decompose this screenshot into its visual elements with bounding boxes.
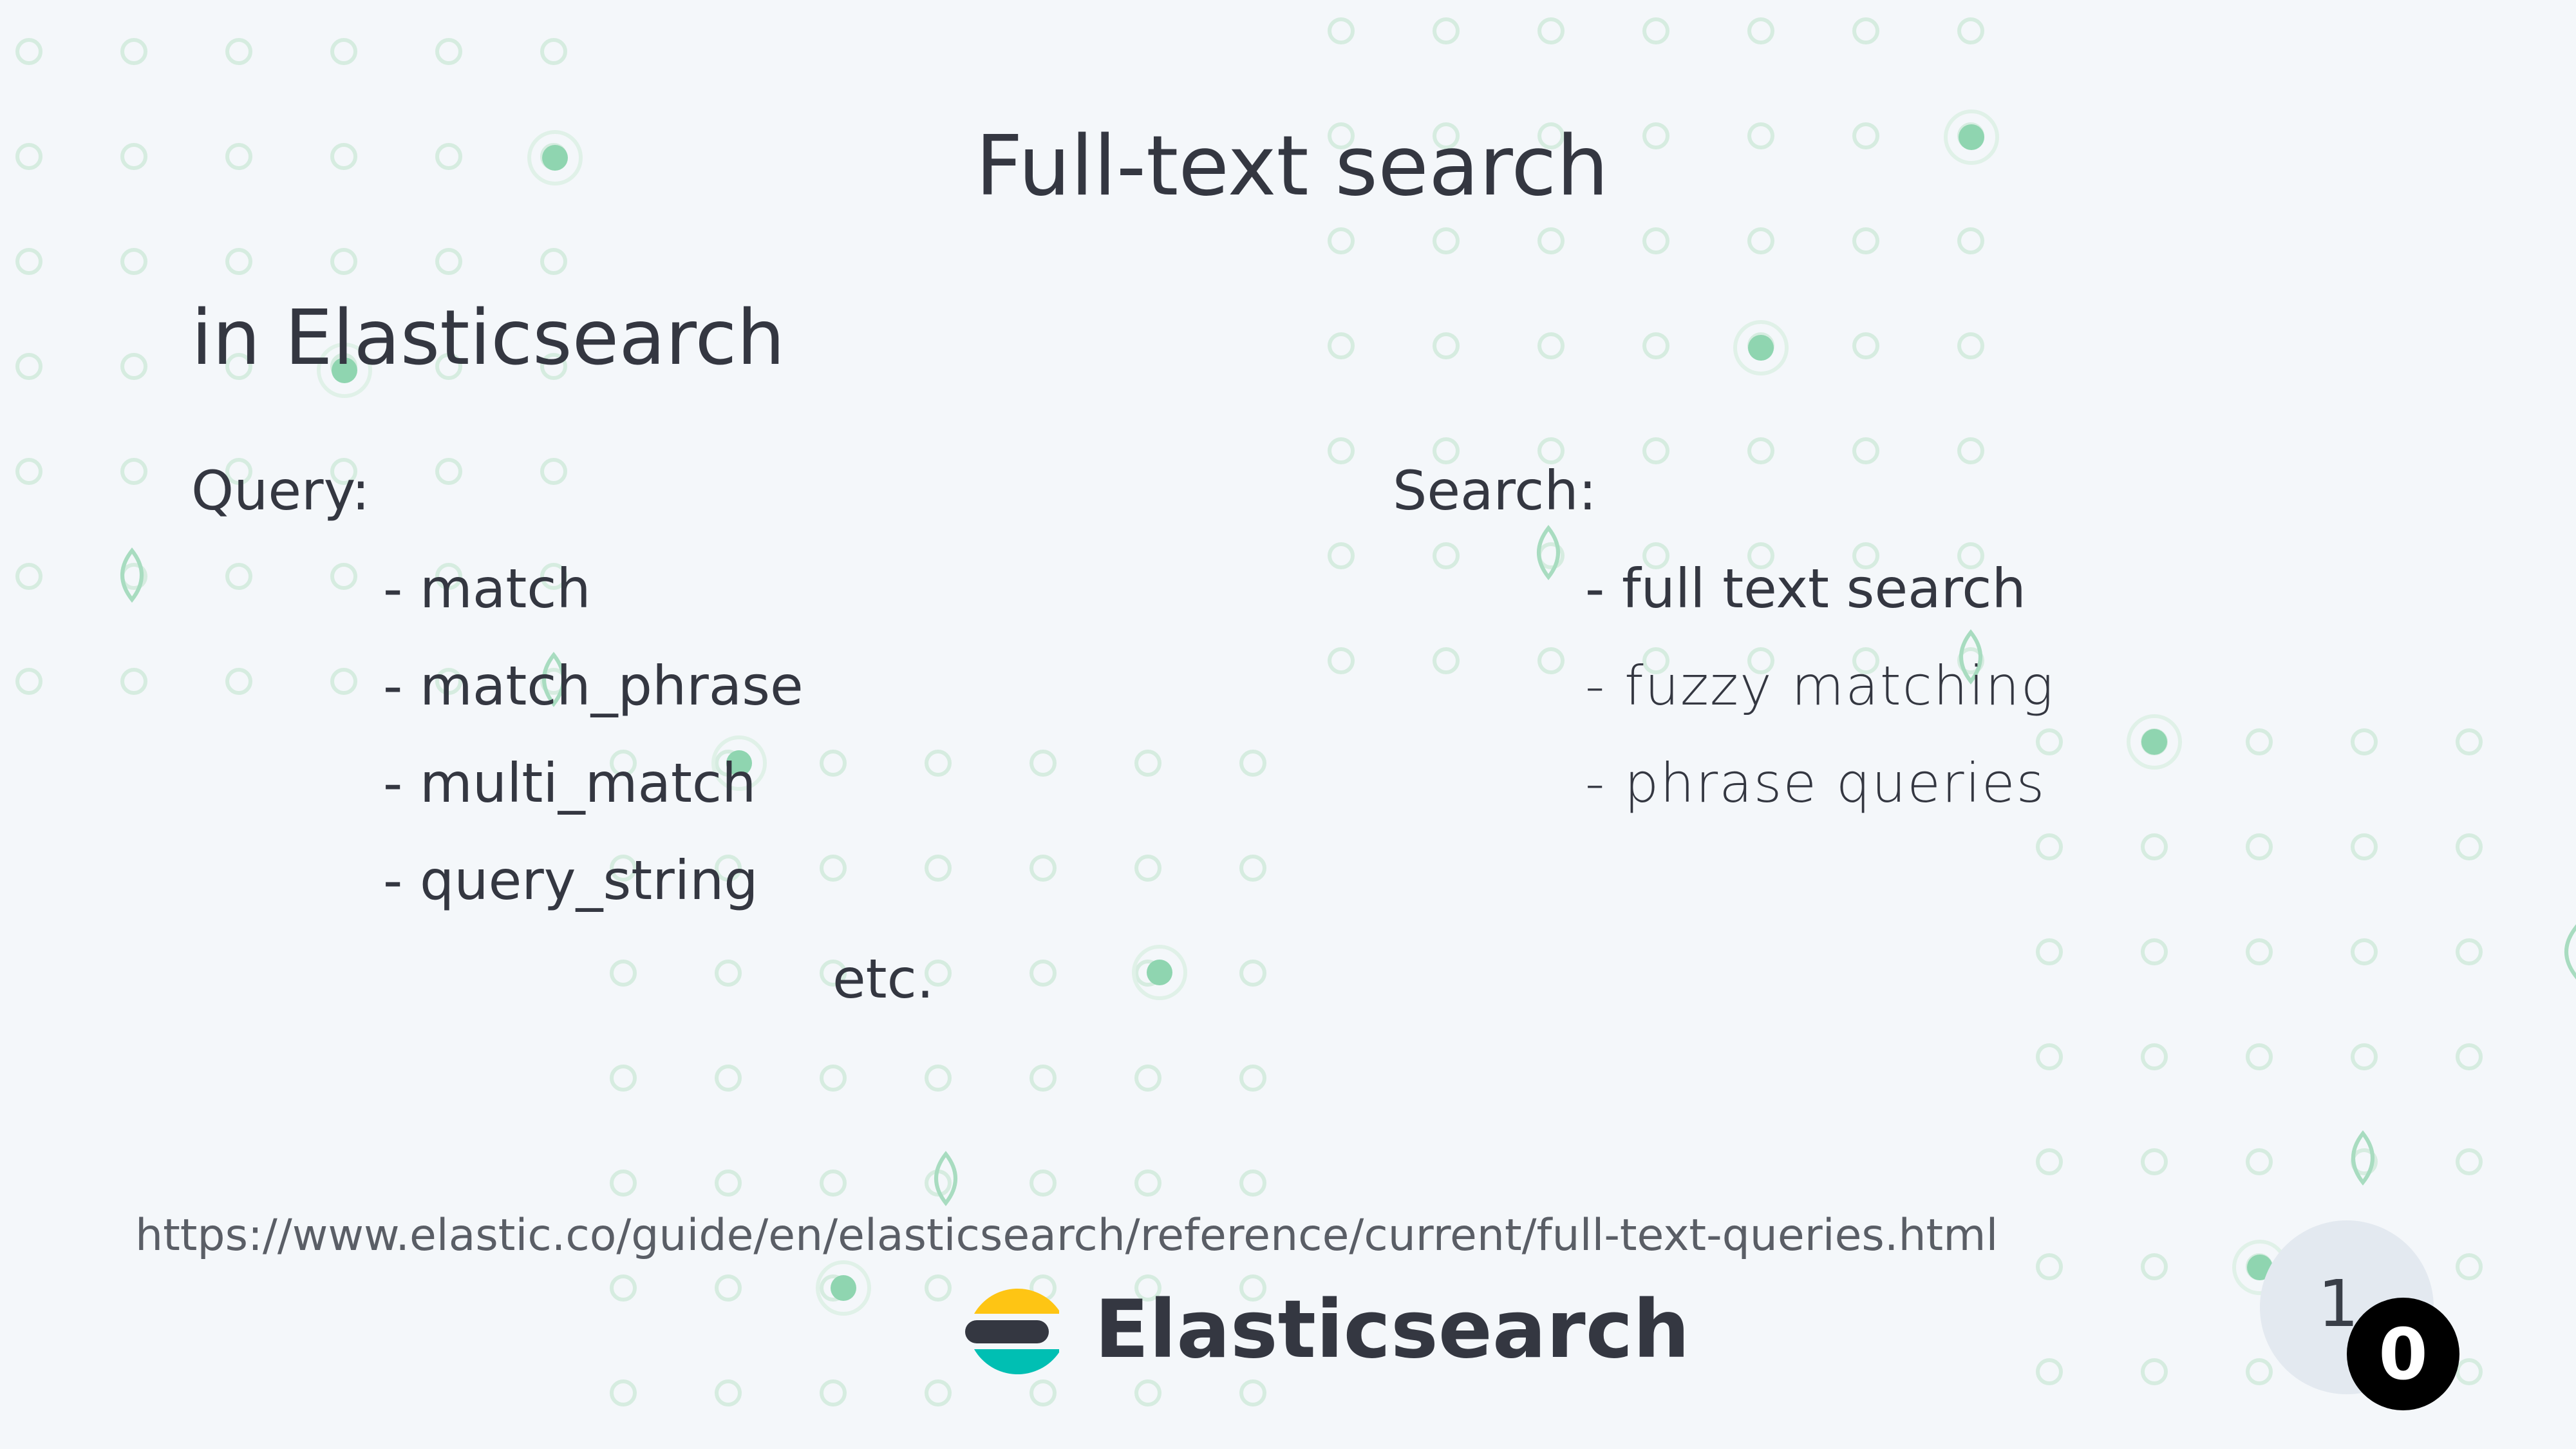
page-number-digit-1: 1 <box>2318 1266 2359 1341</box>
search-heading: Search: <box>1393 459 1597 522</box>
search-item-full-text: - full text search <box>1585 557 2026 620</box>
search-item-phrase-queries: - phrase queries <box>1585 752 2046 815</box>
page-number-digit-2-text: 0 <box>2378 1312 2428 1396</box>
slide-subtitle: in Elasticsearch <box>191 293 785 382</box>
query-item-multi-match: - multi_match <box>383 752 757 815</box>
query-more-label: etc. <box>832 947 934 1010</box>
page-number-digit-2: 0 <box>2347 1298 2459 1410</box>
query-item-match-phrase: - match_phrase <box>383 654 804 717</box>
query-heading: Query: <box>191 459 370 522</box>
elasticsearch-brand: Elasticsearch <box>963 1275 1690 1385</box>
query-item-query-string: - query_string <box>383 849 758 912</box>
query-item-match: - match <box>383 557 591 620</box>
brand-name: Elasticsearch <box>1095 1283 1690 1376</box>
elasticsearch-logo-icon <box>965 1288 1059 1375</box>
search-item-fuzzy: - fuzzy matching <box>1585 654 2055 717</box>
reference-link[interactable]: https://www.elastic.co/guide/en/elastics… <box>135 1210 1998 1261</box>
slide-title: Full-text search <box>975 118 1609 214</box>
